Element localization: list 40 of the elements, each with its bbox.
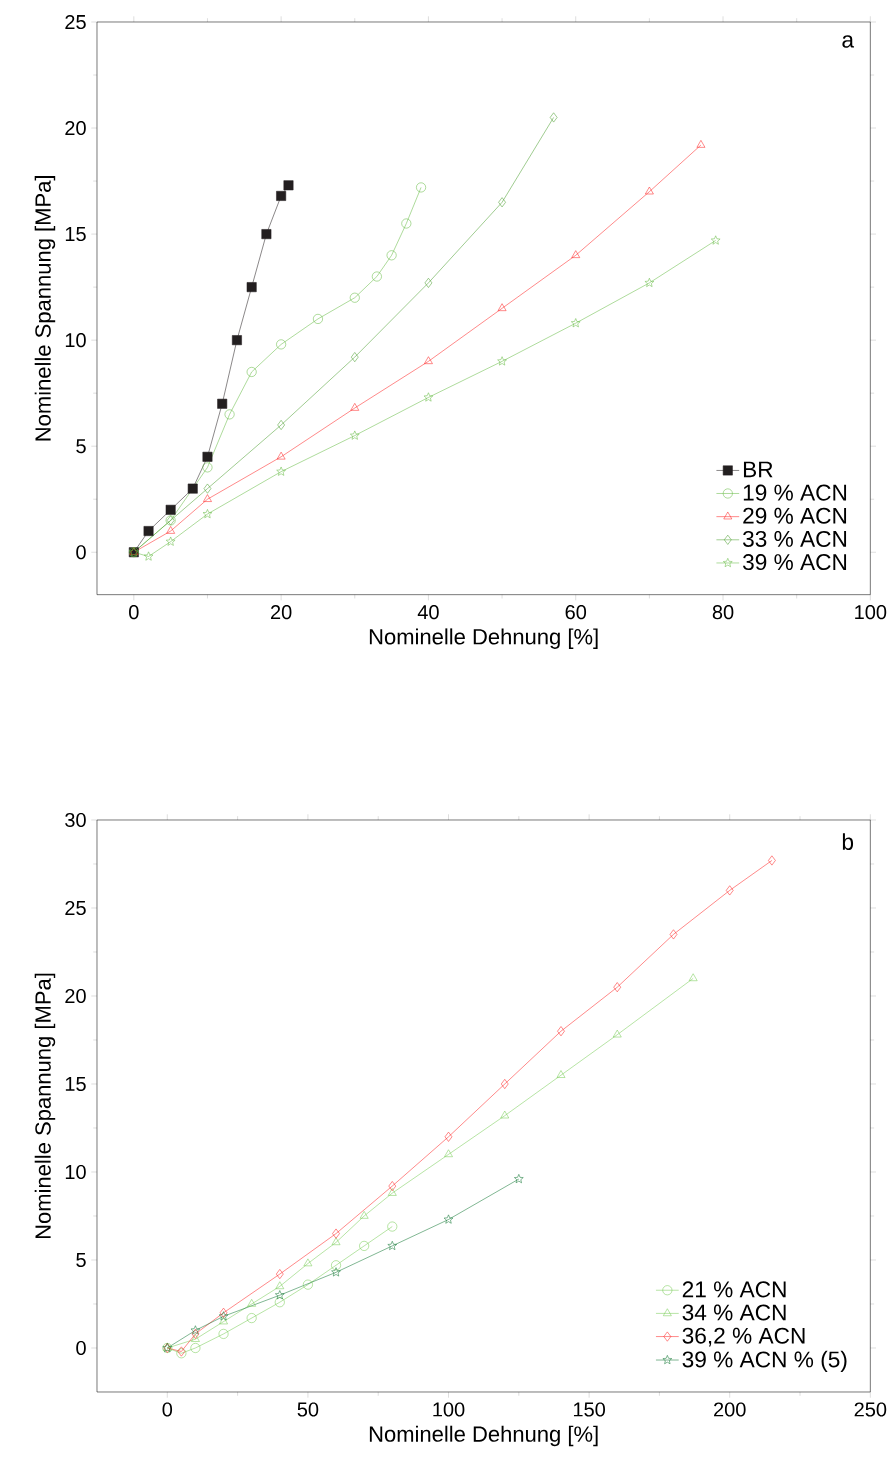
legend-label: 33 % ACN [742, 530, 846, 547]
x-tick-label: 100 [433, 1402, 465, 1417]
y-axis-title: Nominelle Spannung [MPa] [34, 973, 55, 1239]
legend-label: 39 % ACN % (5) [682, 1350, 847, 1372]
x-tick-label: 50 [297, 1402, 319, 1417]
y-tick-label: 10 [65, 333, 86, 348]
y-tick-label: 0 [76, 545, 86, 560]
legend-label: 36,2 % ACN [682, 1327, 805, 1347]
x-tick-label: 250 [854, 1402, 886, 1417]
x-axis-title: Nominelle Dehnung [%] [369, 628, 598, 649]
y-tick-label: 10 [65, 1164, 86, 1180]
y-tick-label: 5 [76, 1253, 86, 1267]
x-tick-label: 150 [573, 1402, 605, 1417]
y-tick-label: 25 [65, 14, 86, 30]
x-tick-label: 60 [565, 605, 586, 620]
legend-label: 39 % ACN [742, 554, 846, 571]
y-tick-label: 25 [65, 900, 86, 916]
y-tick-label: 20 [65, 120, 86, 136]
legend-label: 19 % ACN [743, 484, 846, 501]
x-tick-label: 80 [712, 605, 734, 620]
legend-label: 29 % ACN [743, 507, 846, 524]
y-tick-label: 30 [64, 812, 86, 828]
x-tick-label: 100 [854, 605, 886, 620]
x-tick-label: 200 [713, 1402, 746, 1417]
annotation: b [842, 833, 853, 850]
x-axis-title: Nominelle Dehnung [%] [369, 1425, 598, 1447]
legend-label: BR [743, 461, 773, 478]
annotation: a [842, 35, 854, 48]
y-tick-label: 15 [65, 1077, 86, 1091]
y-tick-label: 15 [65, 227, 86, 242]
y-tick-label: 0 [76, 1340, 86, 1356]
y-axis-title: Nominelle Spannung [MPa] [34, 176, 55, 441]
legend-label: 34 % ACN [682, 1304, 786, 1321]
x-tick-label: 20 [270, 605, 292, 620]
legend-label: 21 % ACN [682, 1281, 786, 1298]
x-tick-label: 40 [417, 605, 439, 620]
x-tick-label: 0 [162, 1402, 172, 1417]
y-tick-label: 20 [65, 988, 86, 1004]
x-tick-label: 0 [128, 605, 139, 620]
y-tick-label: 5 [76, 439, 86, 454]
